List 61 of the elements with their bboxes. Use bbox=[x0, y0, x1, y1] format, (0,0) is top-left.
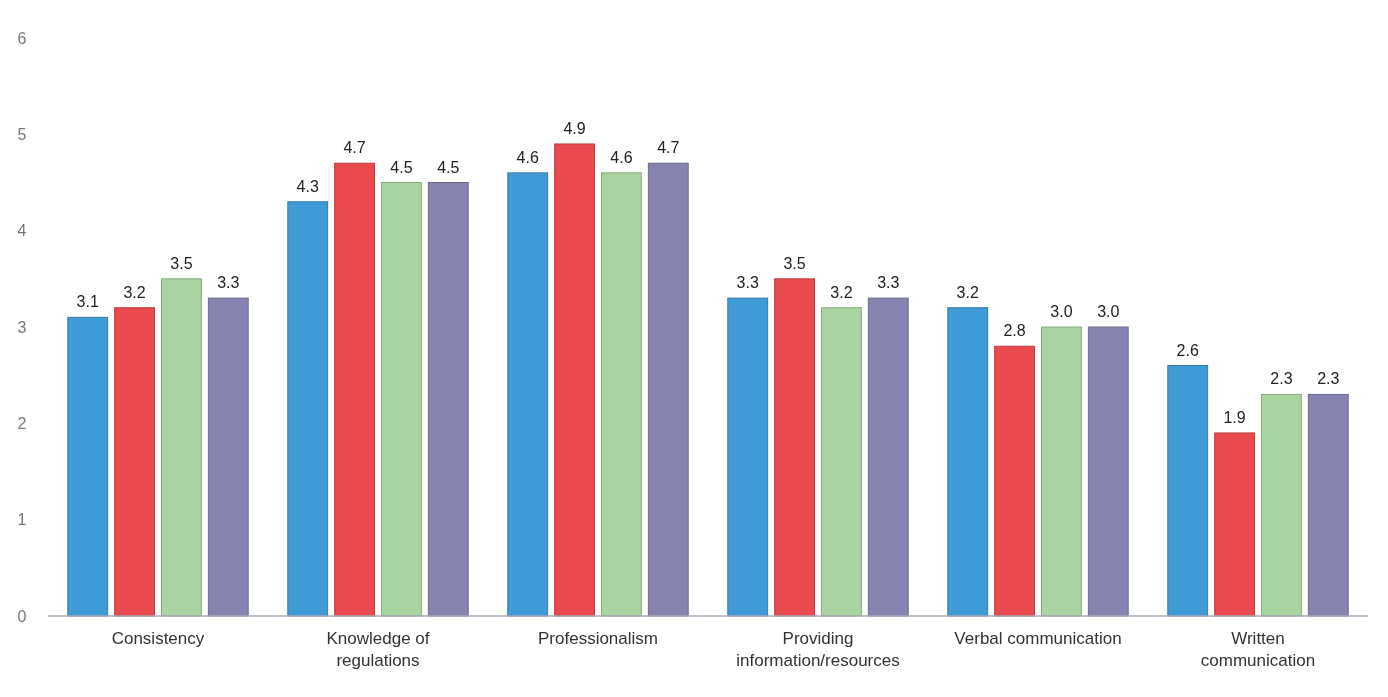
bar bbox=[161, 278, 202, 617]
bar bbox=[1041, 326, 1082, 617]
x-tick-label: Professionalism bbox=[538, 629, 658, 648]
y-tick-label: 1 bbox=[17, 511, 27, 529]
bar bbox=[647, 162, 689, 617]
bar bbox=[207, 297, 249, 617]
data-label: 3.3 bbox=[877, 274, 900, 292]
bar bbox=[867, 297, 909, 617]
bar bbox=[1167, 365, 1209, 617]
bar bbox=[994, 345, 1035, 617]
data-label: 4.7 bbox=[657, 139, 680, 157]
bar bbox=[947, 307, 989, 617]
x-tick-label: Knowledge of regulations bbox=[326, 629, 430, 670]
bar bbox=[554, 143, 595, 617]
y-tick-label: 4 bbox=[17, 222, 27, 240]
bar bbox=[381, 182, 422, 617]
x-tick-label: Written communication bbox=[1200, 629, 1316, 670]
data-label: 2.3 bbox=[1270, 370, 1293, 388]
data-label: 3.5 bbox=[170, 254, 193, 272]
x-tick-label: Consistency bbox=[111, 629, 205, 648]
data-label: 4.6 bbox=[610, 148, 633, 166]
data-label: 4.5 bbox=[437, 158, 460, 176]
bar bbox=[774, 278, 815, 617]
data-label: 4.7 bbox=[343, 139, 366, 157]
data-label: 3.0 bbox=[1097, 303, 1120, 320]
y-tick-label: 2 bbox=[17, 414, 27, 432]
data-label: 3.2 bbox=[830, 283, 853, 301]
bar bbox=[1261, 393, 1302, 617]
data-label: 4.6 bbox=[516, 148, 539, 166]
bar bbox=[114, 307, 155, 617]
data-label: 3.3 bbox=[736, 274, 759, 292]
data-label: 2.8 bbox=[1003, 322, 1026, 340]
x-tick-label: Verbal communication bbox=[954, 629, 1122, 648]
bar bbox=[1307, 393, 1349, 617]
data-label: 4.5 bbox=[390, 158, 413, 176]
y-tick-label: 5 bbox=[17, 125, 27, 143]
data-label: 2.3 bbox=[1317, 370, 1340, 388]
data-label: 3.0 bbox=[1050, 303, 1073, 320]
data-label: 4.3 bbox=[296, 177, 319, 195]
y-tick-label: 6 bbox=[17, 29, 27, 47]
bar bbox=[1214, 432, 1255, 617]
data-label: 3.5 bbox=[783, 254, 806, 272]
bar bbox=[1087, 326, 1129, 617]
bar bbox=[287, 201, 329, 617]
data-label: 3.3 bbox=[217, 274, 240, 292]
data-label: 3.2 bbox=[956, 283, 979, 301]
bar bbox=[821, 307, 862, 617]
x-tick-label: Providing information/resources bbox=[736, 629, 900, 670]
data-label: 1.9 bbox=[1223, 408, 1246, 426]
data-label: 2.6 bbox=[1176, 341, 1199, 359]
y-tick-label: 0 bbox=[17, 607, 27, 625]
data-label: 4.9 bbox=[563, 119, 586, 137]
bar bbox=[601, 172, 642, 617]
bar bbox=[427, 182, 469, 617]
data-label: 3.2 bbox=[123, 283, 146, 301]
bar bbox=[507, 172, 549, 617]
bar bbox=[67, 316, 109, 617]
data-label: 3.1 bbox=[76, 293, 99, 311]
y-tick-label: 3 bbox=[17, 318, 27, 336]
bar bbox=[334, 162, 375, 617]
bar bbox=[727, 297, 769, 617]
